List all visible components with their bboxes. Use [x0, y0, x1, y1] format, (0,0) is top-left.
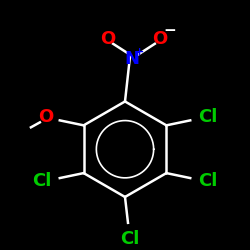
- Text: Cl: Cl: [198, 108, 218, 126]
- Text: Cl: Cl: [32, 172, 52, 190]
- Text: O: O: [152, 30, 168, 48]
- Text: O: O: [38, 108, 54, 126]
- Text: +: +: [135, 47, 144, 57]
- Text: N: N: [124, 50, 140, 68]
- Text: Cl: Cl: [198, 172, 218, 190]
- Text: Cl: Cl: [120, 230, 140, 248]
- Text: O: O: [100, 30, 116, 48]
- Text: −: −: [164, 23, 176, 38]
